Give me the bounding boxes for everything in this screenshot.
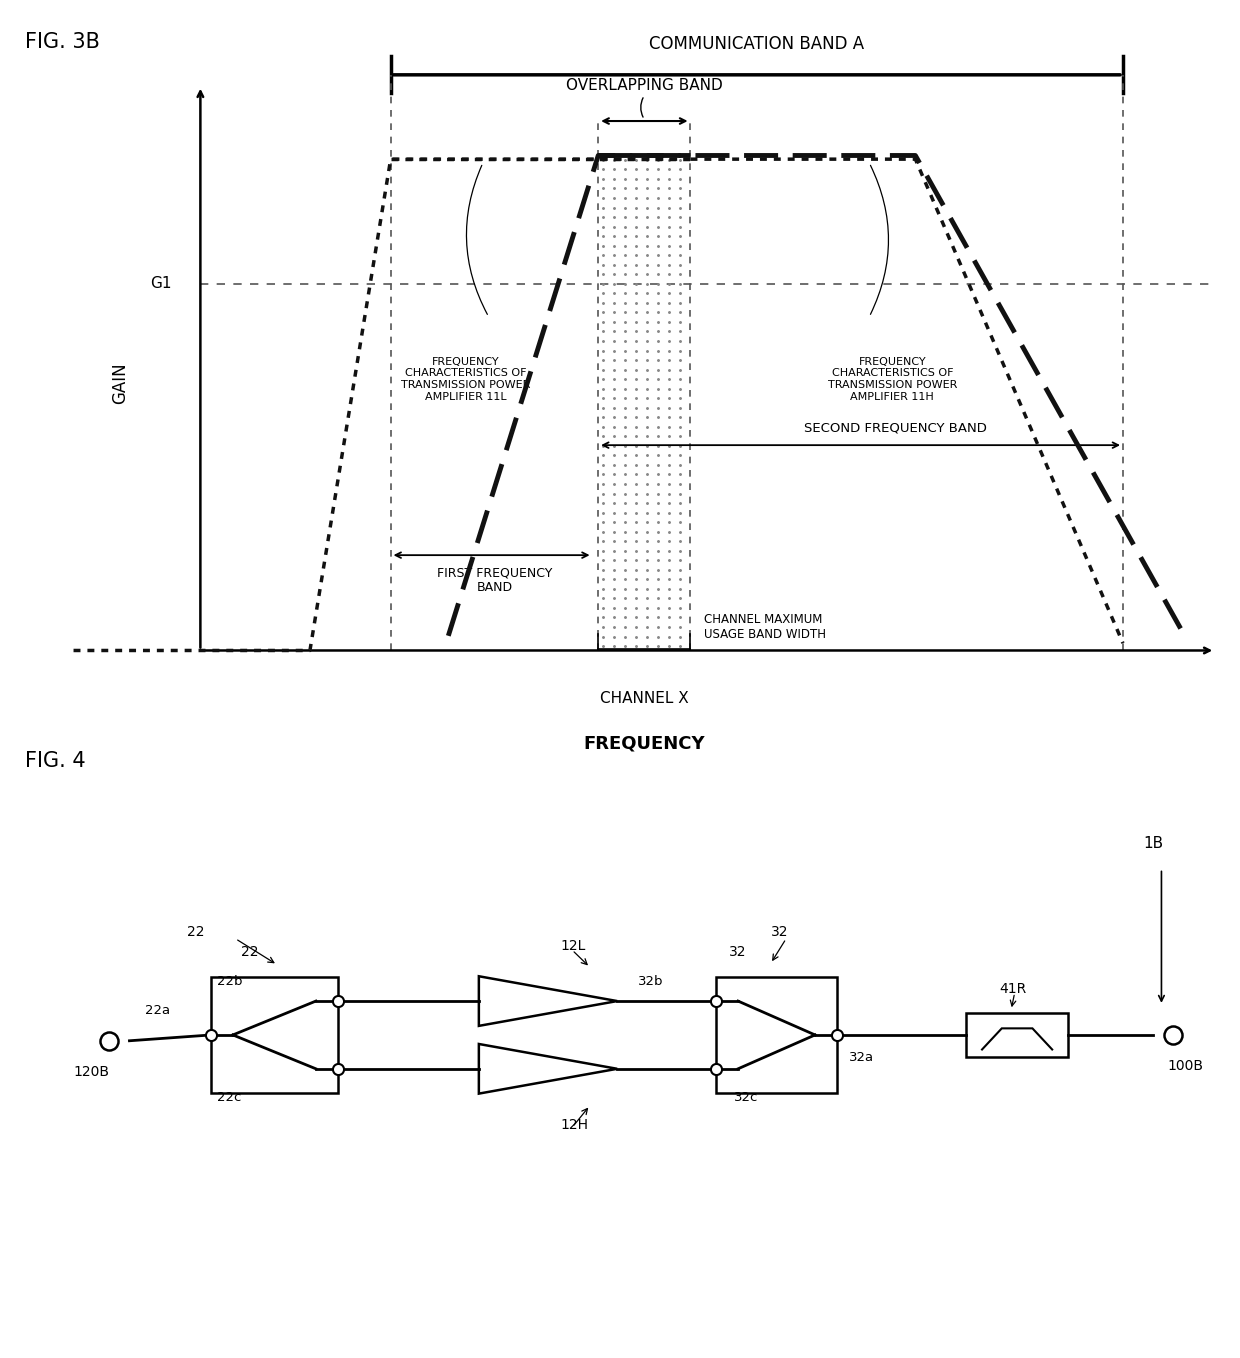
Text: FREQUENCY
CHARACTERISTICS OF
TRANSMISSION POWER
AMPLIFIER 11L: FREQUENCY CHARACTERISTICS OF TRANSMISSIO… [401,357,531,402]
Text: GAIN: GAIN [110,363,129,403]
Text: 32a: 32a [848,1051,874,1065]
Text: 12H: 12H [560,1118,588,1131]
Text: COMMUNICATION BAND A: COMMUNICATION BAND A [650,35,864,53]
Text: 12L: 12L [560,938,585,953]
Text: 32b: 32b [639,975,663,987]
Bar [717,976,837,1093]
Text: FREQUENCY: FREQUENCY [584,735,706,752]
Text: 120B: 120B [73,1065,109,1078]
Text: 22: 22 [187,925,205,938]
Text: CHANNEL X: CHANNEL X [600,691,688,706]
Text: CHANNEL MAXIMUM
USAGE BAND WIDTH: CHANNEL MAXIMUM USAGE BAND WIDTH [704,612,826,641]
Bar [211,976,337,1093]
Text: 22a: 22a [145,1005,170,1017]
Text: FIG. 3B: FIG. 3B [25,31,99,52]
Text: G1: G1 [150,276,171,292]
Text: 32: 32 [728,945,746,959]
Text: 22: 22 [242,945,259,959]
Text: FIG. 4: FIG. 4 [25,751,86,771]
Text: 22b: 22b [217,975,243,987]
Text: 41R: 41R [999,982,1027,995]
Text: 100B: 100B [1168,1059,1204,1073]
Text: SECOND FREQUENCY BAND: SECOND FREQUENCY BAND [804,421,987,435]
Text: 22c: 22c [217,1090,242,1104]
Text: OVERLAPPING BAND: OVERLAPPING BAND [565,79,723,94]
Bar [966,1013,1068,1057]
Text: 1B: 1B [1143,837,1163,851]
Text: FREQUENCY
CHARACTERISTICS OF
TRANSMISSION POWER
AMPLIFIER 11H: FREQUENCY CHARACTERISTICS OF TRANSMISSIO… [827,357,957,402]
Text: 32: 32 [770,925,789,938]
Text: FIRST FREQUENCY
BAND: FIRST FREQUENCY BAND [436,566,552,595]
Text: 32c: 32c [734,1090,759,1104]
